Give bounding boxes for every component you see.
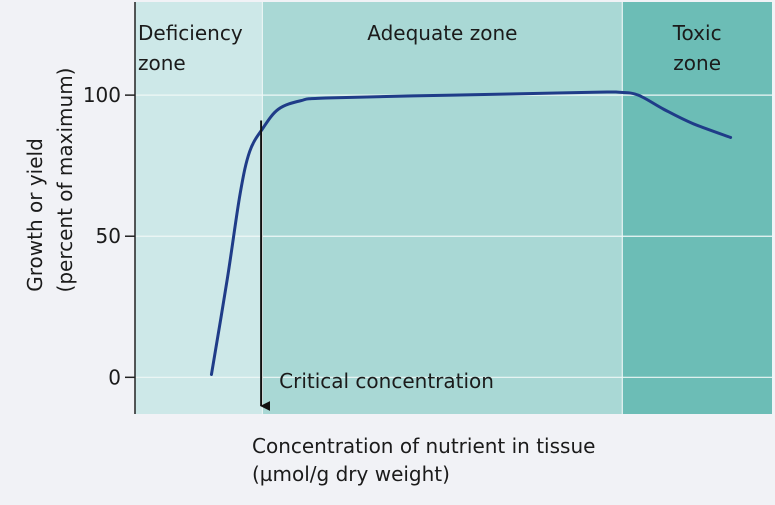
y-axis-label-line1: Growth or yield bbox=[23, 138, 47, 292]
zone-label-line1: Deficiency bbox=[138, 21, 243, 45]
x-axis-label-line2: (µmol/g dry weight) bbox=[252, 462, 450, 486]
zone-band-2 bbox=[262, 2, 623, 414]
zone-label-line2: zone bbox=[673, 51, 721, 75]
y-tick-label: 100 bbox=[83, 83, 121, 107]
y-axis-label-line2: (percent of maximum) bbox=[53, 68, 77, 293]
y-tick-label: 50 bbox=[96, 224, 121, 248]
zone-label-line1: Adequate zone bbox=[367, 21, 517, 45]
x-axis-label-line1: Concentration of nutrient in tissue bbox=[252, 434, 596, 458]
series-line-1 bbox=[209, 90, 733, 376]
y-tick-label: 0 bbox=[108, 365, 121, 389]
zone-band-3 bbox=[622, 2, 772, 414]
zone-label-line2: zone bbox=[138, 51, 186, 75]
critical-concentration-label: Critical concentration bbox=[279, 369, 494, 393]
zone-band-1 bbox=[135, 2, 263, 414]
zone-label-line1: Toxic bbox=[672, 21, 722, 45]
